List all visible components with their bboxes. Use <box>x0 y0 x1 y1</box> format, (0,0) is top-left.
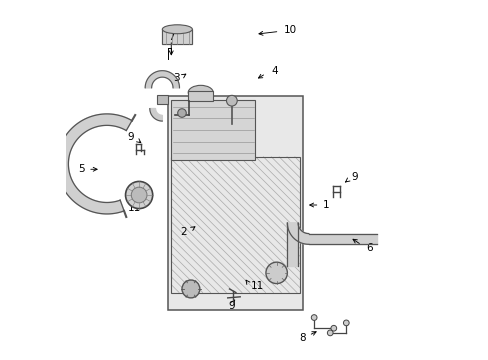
Circle shape <box>330 325 336 331</box>
Ellipse shape <box>188 85 213 100</box>
Circle shape <box>265 262 287 284</box>
Circle shape <box>125 181 152 208</box>
Polygon shape <box>162 29 192 44</box>
Circle shape <box>311 315 316 320</box>
Circle shape <box>182 280 200 298</box>
Text: 4: 4 <box>271 66 277 76</box>
Text: 10: 10 <box>283 25 296 35</box>
Polygon shape <box>149 109 162 121</box>
Text: 9: 9 <box>228 301 235 311</box>
Polygon shape <box>145 71 179 88</box>
Bar <box>188 91 213 102</box>
Text: 3: 3 <box>172 73 179 83</box>
Text: 9: 9 <box>350 172 357 182</box>
Text: 7: 7 <box>167 32 174 42</box>
Text: 11: 11 <box>127 203 141 213</box>
Text: 1: 1 <box>323 200 329 210</box>
Circle shape <box>343 320 348 326</box>
Polygon shape <box>287 223 308 244</box>
Polygon shape <box>57 114 132 214</box>
Ellipse shape <box>162 25 192 34</box>
Circle shape <box>177 109 186 117</box>
Polygon shape <box>308 234 376 244</box>
Bar <box>167 96 303 310</box>
Circle shape <box>131 187 147 203</box>
Circle shape <box>226 95 237 106</box>
Text: 6: 6 <box>365 243 372 253</box>
Text: 9: 9 <box>127 132 134 142</box>
Text: 11: 11 <box>250 282 264 292</box>
Polygon shape <box>287 223 298 266</box>
Text: 2: 2 <box>181 227 187 237</box>
Bar <box>162 29 192 44</box>
Circle shape <box>326 330 332 336</box>
Text: 8: 8 <box>299 333 305 343</box>
Bar <box>171 100 255 160</box>
Bar <box>171 157 299 293</box>
Text: 5: 5 <box>78 164 84 174</box>
Bar <box>157 95 167 104</box>
